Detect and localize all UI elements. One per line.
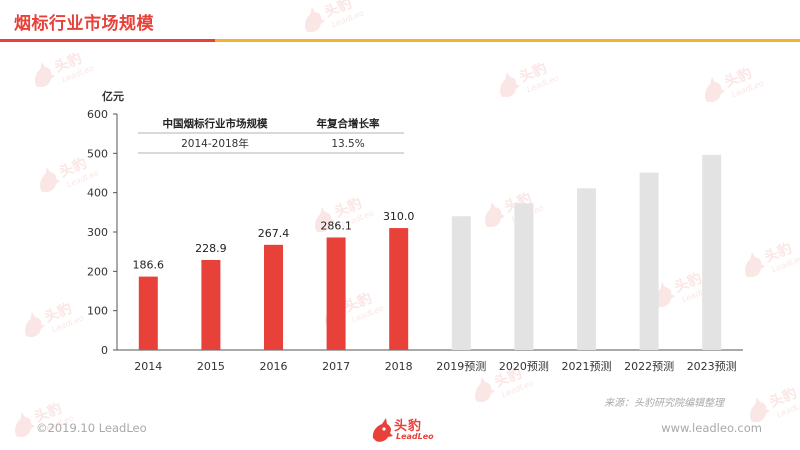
x-tick-label: 2015 (197, 360, 225, 373)
title-rule-red (0, 39, 215, 42)
logo-english-text: LeadLeo (396, 432, 434, 441)
bar-data-label: 310.0 (383, 210, 415, 223)
bar-actual (201, 259, 221, 350)
x-tick-label: 2019预测 (436, 360, 486, 373)
bar-forecast (577, 188, 596, 350)
bar-data-label: 286.1 (320, 219, 352, 232)
x-tick-label: 2014 (134, 360, 162, 373)
bar-forecast (702, 154, 722, 350)
logo-chinese-text: 头豹 (394, 419, 423, 434)
bar-actual (138, 276, 158, 350)
x-tick-label: 2021预测 (562, 360, 612, 373)
copyright-text: ©2019.10 LeadLeo (36, 421, 147, 435)
inset-table-cell: 13.5% (331, 138, 364, 150)
title-rule-orange (215, 39, 800, 42)
leadleo-logo: 头豹 LeadLeo (370, 414, 434, 446)
inset-table-background (138, 112, 404, 153)
bar-forecast (639, 172, 659, 350)
y-tick-label: 400 (87, 187, 108, 200)
page-title: 烟标行业市场规模 (14, 14, 154, 34)
bar-forecast (514, 203, 534, 350)
website-url: www.leadleo.com (661, 421, 762, 435)
y-tick-label: 200 (87, 265, 108, 278)
inset-table-cell: 2014-2018年 (181, 137, 249, 150)
bar-actual (389, 228, 409, 350)
source-note: 来源：头豹研究院编辑整理 (604, 398, 724, 409)
bar-actual (326, 237, 346, 350)
leopard-icon (372, 418, 393, 442)
y-tick-label: 300 (87, 226, 108, 239)
x-tick-label: 2016 (260, 360, 288, 373)
bar-forecast (451, 216, 471, 350)
y-tick-label: 0 (101, 344, 108, 357)
inset-table-header: 中国烟标行业市场规模 (163, 117, 268, 130)
x-tick-label: 2017 (322, 360, 350, 373)
y-axis-label: 亿元 (102, 89, 124, 103)
y-tick-label: 600 (87, 108, 108, 121)
x-tick-label: 2018 (385, 360, 413, 373)
bar-actual (264, 244, 283, 350)
x-tick-label: 2022预测 (624, 360, 674, 373)
y-tick-label: 100 (87, 305, 108, 318)
bar-data-label: 186.6 (133, 259, 165, 272)
bar-data-label: 228.9 (195, 242, 227, 255)
inset-table-header: 年复合增长率 (317, 117, 380, 130)
x-tick-label: 2020预测 (499, 360, 549, 373)
y-tick-label: 500 (87, 147, 108, 160)
bar-data-label: 267.4 (258, 227, 290, 240)
x-tick-label: 2023预测 (687, 360, 737, 373)
